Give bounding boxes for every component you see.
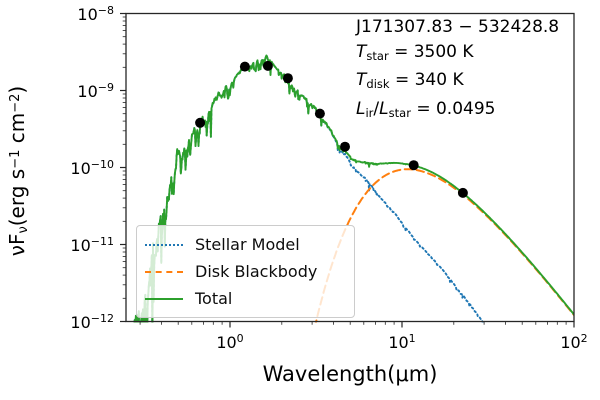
t-disk-subscript: disk xyxy=(366,77,390,91)
y-label-units-2: cm xyxy=(5,112,29,150)
photometry-point xyxy=(457,187,468,198)
x-tick-label: 101 xyxy=(388,332,416,352)
photometry-point xyxy=(340,141,350,152)
y-label-units-3: ) xyxy=(5,85,29,94)
t-star-symbol: T xyxy=(356,41,367,62)
y-tick-label: 10−8 xyxy=(77,3,114,24)
y-label-sub-nu: ν xyxy=(16,226,31,234)
photometry-point xyxy=(239,61,250,72)
legend-item-total: Total xyxy=(145,286,346,312)
total-line-sample xyxy=(145,297,183,300)
x-axis-label: Wavelength(μm) xyxy=(262,362,438,386)
y-label-exp-1: −1 xyxy=(8,149,23,169)
t-star-subscript: star xyxy=(366,48,389,63)
legend-label-total: Total xyxy=(195,289,233,308)
ratio-slash: / xyxy=(373,98,380,119)
l-ir-subscript: ir xyxy=(365,105,374,120)
x-tick-label: 100 xyxy=(216,332,244,352)
legend-label-disk-blackbody: Disk Blackbody xyxy=(195,262,318,281)
l-ratio-value: = 0.0495 xyxy=(410,98,496,119)
disk-blackbody-line-sample xyxy=(145,270,183,273)
photometry-point xyxy=(314,108,325,119)
y-axis-label: νFν(erg s−1 cm−2) xyxy=(5,41,31,301)
photometry-point xyxy=(195,117,206,128)
l-ir-symbol: L xyxy=(356,98,366,119)
y-tick-label: 10−9 xyxy=(77,80,114,101)
y-tick-label: 10−10 xyxy=(70,157,114,178)
l-star-subscript: star xyxy=(388,105,411,120)
y-label-base: νF xyxy=(5,233,29,257)
legend-item-disk-blackbody: Disk Blackbody xyxy=(145,259,346,285)
photometry-point xyxy=(282,73,293,84)
y-label-units-1: (erg s xyxy=(5,168,29,227)
t-disk-symbol: T xyxy=(356,70,367,90)
photometry-point xyxy=(408,160,419,171)
l-star-symbol: L xyxy=(379,98,389,119)
annotation-t-disk: Tdisk = 340 K xyxy=(356,68,590,97)
annotation-t-star: Tstar = 3500 K xyxy=(356,40,590,69)
legend-label-stellar-model: Stellar Model xyxy=(195,235,300,254)
y-label-exp-2: −2 xyxy=(8,93,23,113)
x-tick-label: 102 xyxy=(560,332,588,352)
legend-item-stellar-model: Stellar Model xyxy=(145,232,346,258)
y-tick-label: 10−11 xyxy=(70,234,114,255)
annotation-box: J171307.83 − 532428.8 Tstar = 3500 K Tdi… xyxy=(356,15,590,125)
legend: Stellar Model Disk Blackbody Total xyxy=(136,225,355,318)
t-disk-value: = 340 K xyxy=(389,70,464,90)
t-star-value: = 3500 K xyxy=(388,41,474,62)
annotation-l-ratio: Lir/Lstar = 0.0495 xyxy=(356,97,590,126)
photometry-point xyxy=(262,60,273,71)
annotation-source-id: J171307.83 − 532428.8 xyxy=(356,17,560,37)
stellar-model-line-sample xyxy=(145,243,183,246)
y-tick-label: 10−12 xyxy=(70,311,114,332)
